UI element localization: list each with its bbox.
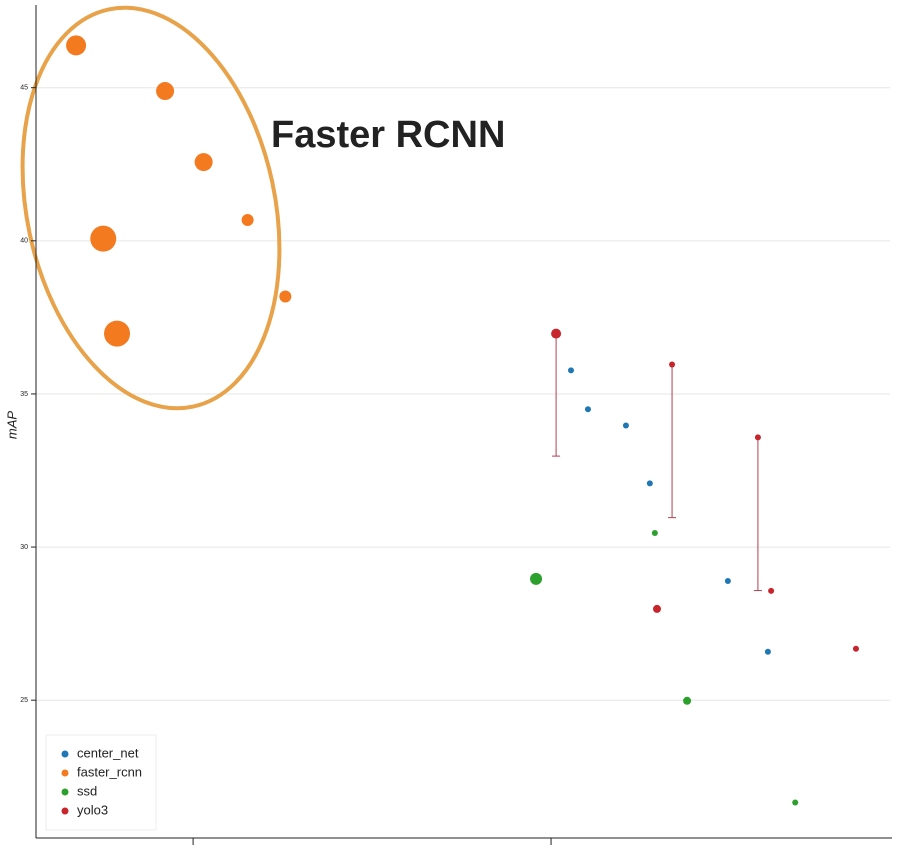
point bbox=[852, 645, 859, 652]
legend-marker bbox=[61, 807, 69, 815]
y-tick-label: 30 bbox=[20, 544, 28, 551]
point bbox=[156, 82, 175, 101]
legend-label: ssd bbox=[77, 783, 97, 798]
legend-label: center_net bbox=[77, 745, 139, 760]
y-tick-label: 40 bbox=[20, 238, 28, 245]
point bbox=[683, 696, 692, 705]
point bbox=[530, 572, 543, 585]
point bbox=[551, 328, 562, 339]
point bbox=[104, 320, 131, 347]
point bbox=[241, 213, 254, 226]
point bbox=[768, 587, 775, 594]
legend-marker bbox=[61, 769, 69, 777]
point bbox=[646, 480, 653, 487]
point bbox=[792, 799, 799, 806]
point bbox=[724, 578, 731, 585]
legend-marker bbox=[61, 788, 69, 796]
point bbox=[754, 434, 761, 441]
point bbox=[66, 35, 87, 56]
y-tick-label: 25 bbox=[20, 697, 28, 704]
highlight-ellipse bbox=[20, 5, 282, 411]
point bbox=[669, 361, 676, 368]
point bbox=[90, 225, 117, 252]
point bbox=[584, 406, 591, 413]
legend-label: yolo3 bbox=[77, 802, 108, 817]
legend-label: faster_rcnn bbox=[77, 764, 142, 779]
point bbox=[653, 604, 662, 613]
point bbox=[279, 290, 292, 303]
y-tick-label: 35 bbox=[20, 391, 28, 398]
point bbox=[764, 648, 771, 655]
point bbox=[194, 153, 213, 172]
point bbox=[651, 529, 658, 536]
point bbox=[622, 422, 629, 429]
point bbox=[568, 367, 575, 374]
y-axis-label: mAP bbox=[4, 411, 19, 440]
annotation: Faster RCNN bbox=[271, 114, 505, 156]
y-tick-label: 45 bbox=[20, 85, 28, 92]
legend-marker bbox=[61, 750, 69, 758]
